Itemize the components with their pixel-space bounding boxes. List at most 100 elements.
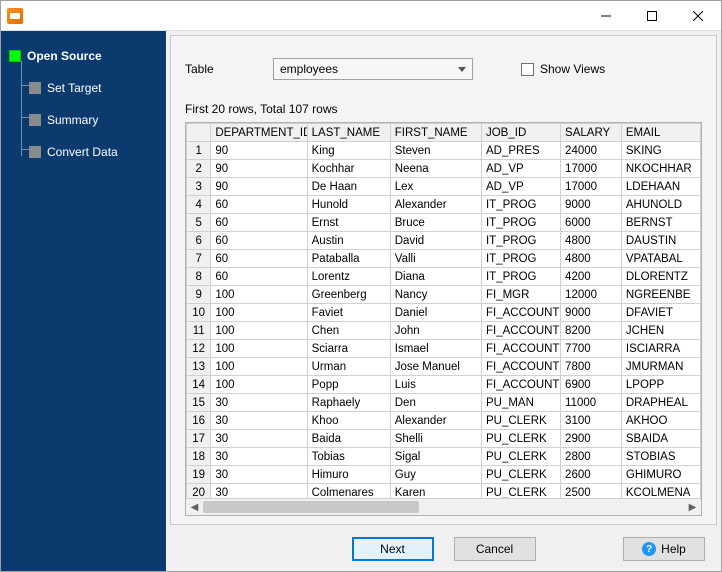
table-row[interactable]: 2030ColmenaresKarenPU_CLERK2500KCOLMENA <box>187 484 701 499</box>
cell[interactable]: Baida <box>307 430 390 448</box>
table-row[interactable]: 1930HimuroGuyPU_CLERK2600GHIMURO <box>187 466 701 484</box>
cell[interactable]: Valli <box>390 250 481 268</box>
cell[interactable]: 30 <box>211 394 307 412</box>
cell[interactable]: PU_CLERK <box>481 412 560 430</box>
cell[interactable]: 8200 <box>561 322 622 340</box>
scroll-right-icon[interactable]: ▶ <box>684 499 701 515</box>
cell[interactable]: 3100 <box>561 412 622 430</box>
cell[interactable]: LDEHAAN <box>621 178 700 196</box>
cell[interactable]: KCOLMENA <box>621 484 700 499</box>
cell[interactable]: Daniel <box>390 304 481 322</box>
table-row[interactable]: 660AustinDavidIT_PROG4800DAUSTIN <box>187 232 701 250</box>
cell[interactable]: DLORENTZ <box>621 268 700 286</box>
column-header[interactable]: SALARY <box>561 124 622 142</box>
cell[interactable]: 100 <box>211 376 307 394</box>
cell[interactable]: 100 <box>211 322 307 340</box>
cell[interactable]: VPATABAL <box>621 250 700 268</box>
cell[interactable]: Austin <box>307 232 390 250</box>
cell[interactable]: 11000 <box>561 394 622 412</box>
cell[interactable]: Himuro <box>307 466 390 484</box>
cell[interactable]: 30 <box>211 430 307 448</box>
cell[interactable]: DAUSTIN <box>621 232 700 250</box>
cell[interactable]: 4800 <box>561 250 622 268</box>
cell[interactable]: FI_ACCOUNT <box>481 376 560 394</box>
table-row[interactable]: 190KingStevenAD_PRES24000SKING <box>187 142 701 160</box>
column-header[interactable]: DEPARTMENT_ID <box>211 124 307 142</box>
scroll-thumb[interactable] <box>203 501 419 513</box>
horizontal-scrollbar[interactable]: ◀ ▶ <box>186 498 701 515</box>
cell[interactable]: 7700 <box>561 340 622 358</box>
table-row[interactable]: 11100ChenJohnFI_ACCOUNT8200JCHEN <box>187 322 701 340</box>
cell[interactable]: Urman <box>307 358 390 376</box>
cell[interactable]: FI_ACCOUNT <box>481 340 560 358</box>
next-button[interactable]: Next <box>352 537 434 561</box>
cell[interactable]: PU_CLERK <box>481 466 560 484</box>
cell[interactable]: Kochhar <box>307 160 390 178</box>
table-row[interactable]: 10100FavietDanielFI_ACCOUNT9000DFAVIET <box>187 304 701 322</box>
minimize-button[interactable] <box>583 1 629 31</box>
cell[interactable]: FI_MGR <box>481 286 560 304</box>
cell[interactable]: STOBIAS <box>621 448 700 466</box>
scroll-left-icon[interactable]: ◀ <box>186 499 203 515</box>
cell[interactable]: Lex <box>390 178 481 196</box>
cell[interactable]: De Haan <box>307 178 390 196</box>
cell[interactable]: AD_PRES <box>481 142 560 160</box>
cell[interactable]: AD_VP <box>481 160 560 178</box>
cell[interactable]: BERNST <box>621 214 700 232</box>
table-row[interactable]: 14100PoppLuisFI_ACCOUNT6900LPOPP <box>187 376 701 394</box>
cell[interactable]: NGREENBE <box>621 286 700 304</box>
cell[interactable]: 100 <box>211 304 307 322</box>
cell[interactable]: King <box>307 142 390 160</box>
table-row[interactable]: 12100SciarraIsmaelFI_ACCOUNT7700ISCIARRA <box>187 340 701 358</box>
cell[interactable]: Raphaely <box>307 394 390 412</box>
cell[interactable]: Lorentz <box>307 268 390 286</box>
cell[interactable]: Sigal <box>390 448 481 466</box>
cell[interactable]: 2900 <box>561 430 622 448</box>
cell[interactable]: 60 <box>211 196 307 214</box>
cell[interactable]: Karen <box>390 484 481 499</box>
cell[interactable]: 90 <box>211 160 307 178</box>
cell[interactable]: ISCIARRA <box>621 340 700 358</box>
cell[interactable]: Ernst <box>307 214 390 232</box>
cell[interactable]: 30 <box>211 448 307 466</box>
cell[interactable]: 30 <box>211 412 307 430</box>
table-row[interactable]: 860LorentzDianaIT_PROG4200DLORENTZ <box>187 268 701 286</box>
cell[interactable]: GHIMURO <box>621 466 700 484</box>
table-row[interactable]: 290KochharNeenaAD_VP17000NKOCHHAR <box>187 160 701 178</box>
column-header[interactable]: EMAIL <box>621 124 700 142</box>
data-grid-scroll[interactable]: DEPARTMENT_IDLAST_NAMEFIRST_NAMEJOB_IDSA… <box>186 123 701 498</box>
cell[interactable]: Bruce <box>390 214 481 232</box>
wizard-step[interactable]: Summary <box>9 109 158 131</box>
cancel-button[interactable]: Cancel <box>454 537 536 561</box>
cell[interactable]: Alexander <box>390 196 481 214</box>
cell[interactable]: 2500 <box>561 484 622 499</box>
cell[interactable]: SKING <box>621 142 700 160</box>
wizard-step[interactable]: Convert Data <box>9 141 158 163</box>
table-dropdown[interactable]: employees <box>273 58 473 80</box>
cell[interactable]: Faviet <box>307 304 390 322</box>
table-row[interactable]: 9100GreenbergNancyFI_MGR12000NGREENBE <box>187 286 701 304</box>
cell[interactable]: 100 <box>211 340 307 358</box>
cell[interactable]: Diana <box>390 268 481 286</box>
cell[interactable]: IT_PROG <box>481 268 560 286</box>
table-row[interactable]: 1630KhooAlexanderPU_CLERK3100AKHOO <box>187 412 701 430</box>
cell[interactable]: AKHOO <box>621 412 700 430</box>
cell[interactable]: 60 <box>211 214 307 232</box>
table-row[interactable]: 560ErnstBruceIT_PROG6000BERNST <box>187 214 701 232</box>
cell[interactable]: Popp <box>307 376 390 394</box>
cell[interactable]: 17000 <box>561 178 622 196</box>
cell[interactable]: Khoo <box>307 412 390 430</box>
cell[interactable]: 90 <box>211 178 307 196</box>
cell[interactable]: 60 <box>211 250 307 268</box>
cell[interactable]: FI_ACCOUNT <box>481 358 560 376</box>
cell[interactable]: 17000 <box>561 160 622 178</box>
close-button[interactable] <box>675 1 721 31</box>
cell[interactable]: Alexander <box>390 412 481 430</box>
maximize-button[interactable] <box>629 1 675 31</box>
cell[interactable]: 7800 <box>561 358 622 376</box>
cell[interactable]: PU_MAN <box>481 394 560 412</box>
cell[interactable]: 12000 <box>561 286 622 304</box>
cell[interactable]: 9000 <box>561 304 622 322</box>
cell[interactable]: 4200 <box>561 268 622 286</box>
help-button[interactable]: ? Help <box>623 537 705 561</box>
